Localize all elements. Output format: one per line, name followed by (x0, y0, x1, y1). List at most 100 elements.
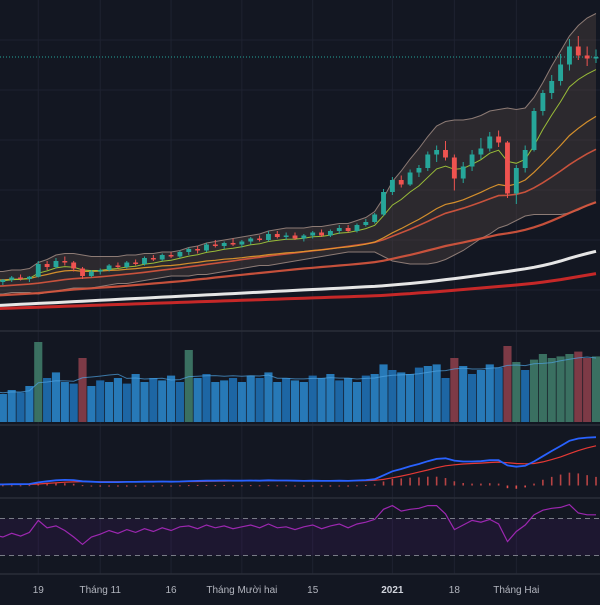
volume-bar (264, 372, 273, 422)
macd-histogram-bar (426, 476, 429, 486)
volume-bar (34, 342, 43, 422)
candle-body (248, 238, 254, 242)
candle (354, 223, 360, 233)
volume-bar (51, 372, 61, 422)
candle (133, 259, 139, 266)
macd-histogram-bar (258, 485, 261, 487)
candle-body (168, 255, 174, 257)
volume-bar (512, 362, 521, 422)
candle (505, 141, 510, 198)
macd-histogram-bar (347, 485, 349, 487)
pane-dividers[interactable] (0, 330, 600, 575)
volume-bar (406, 374, 415, 422)
macd-histogram-bar (125, 485, 128, 487)
volume-pane[interactable] (0, 342, 600, 422)
volume-bar (78, 358, 87, 422)
macd-histogram-bar (241, 485, 243, 487)
candle-body (558, 64, 564, 81)
macd-histogram-bar (542, 479, 544, 486)
candle-body (451, 157, 457, 179)
candle-body (35, 264, 41, 277)
candle-body (115, 265, 121, 267)
candle-body (487, 136, 493, 149)
volume-bar (255, 378, 264, 422)
volume-bar (317, 378, 326, 422)
candle-body (212, 244, 218, 246)
candle-body (593, 57, 599, 59)
volume-bar (175, 382, 184, 422)
macd-pane[interactable] (0, 436, 597, 489)
macd-histogram-bar (373, 484, 376, 486)
candle-body (327, 231, 333, 236)
candle-body (443, 150, 448, 158)
macd-histogram-bar (409, 477, 411, 486)
candle-body (505, 142, 510, 194)
sma-long-line (0, 272, 597, 310)
volume-bar (166, 375, 176, 422)
candle (168, 252, 174, 258)
candle (115, 262, 121, 269)
macd-histogram-bar (294, 485, 296, 487)
volume-bar (122, 383, 131, 422)
macd-histogram-bar (205, 484, 208, 486)
macd-histogram-bar (37, 483, 40, 486)
candle (513, 165, 519, 204)
macd-histogram-bar (267, 485, 270, 487)
macd-histogram-bar (586, 475, 588, 486)
bollinger-upper-line (0, 13, 597, 272)
time-axis[interactable]: 19 Tháng 11 16 Tháng Mười hai 15 2021 18 Tháng … (33, 585, 540, 596)
candle-body (434, 150, 440, 155)
rsi-pane[interactable] (0, 503, 600, 556)
macd-histogram-bar (232, 485, 234, 487)
candle (381, 189, 386, 216)
price-pane[interactable] (0, 13, 600, 310)
macd-histogram-bar (480, 483, 482, 486)
candle (451, 154, 457, 191)
volume-bar (335, 380, 344, 422)
candle-body (71, 262, 77, 269)
macd-histogram-bar (10, 485, 13, 487)
candle (292, 232, 298, 240)
candle-body (531, 111, 537, 150)
candle (310, 231, 316, 239)
candle-body (310, 232, 316, 236)
candle (62, 256, 68, 266)
candle-body (381, 192, 386, 215)
volume-bar (538, 354, 547, 422)
candle-body (26, 276, 32, 279)
volume-bar (388, 370, 397, 422)
volume-bar (326, 374, 335, 422)
candle (221, 241, 227, 249)
macd-histogram-bar (550, 476, 553, 486)
candle (567, 39, 572, 71)
candle (106, 264, 112, 272)
candle-body (469, 154, 475, 167)
candle-body (0, 279, 6, 282)
macd-histogram-bar (55, 483, 57, 486)
candle (142, 256, 147, 266)
candle (177, 250, 183, 258)
candle-body (460, 166, 466, 179)
macd-histogram-bar (19, 485, 22, 487)
macd-histogram-bar (382, 481, 385, 486)
macd-histogram-bar (577, 473, 580, 486)
rsi-line (0, 503, 596, 546)
candle-body (319, 232, 324, 236)
time-axis-label: 19 (33, 585, 45, 596)
macd-histogram-bar (338, 485, 341, 487)
candle (487, 132, 493, 152)
candle (248, 237, 254, 245)
volume-bar (467, 374, 477, 422)
macd-histogram-bar (2, 485, 4, 487)
candle (522, 145, 528, 173)
candle (88, 270, 94, 278)
candle (443, 141, 448, 161)
macd-histogram-bar (329, 485, 332, 487)
time-axis-label: 16 (165, 585, 177, 596)
macd-histogram-bar (81, 485, 84, 487)
candle (460, 162, 466, 183)
volume-bar (158, 380, 167, 422)
candle-body (221, 243, 227, 246)
